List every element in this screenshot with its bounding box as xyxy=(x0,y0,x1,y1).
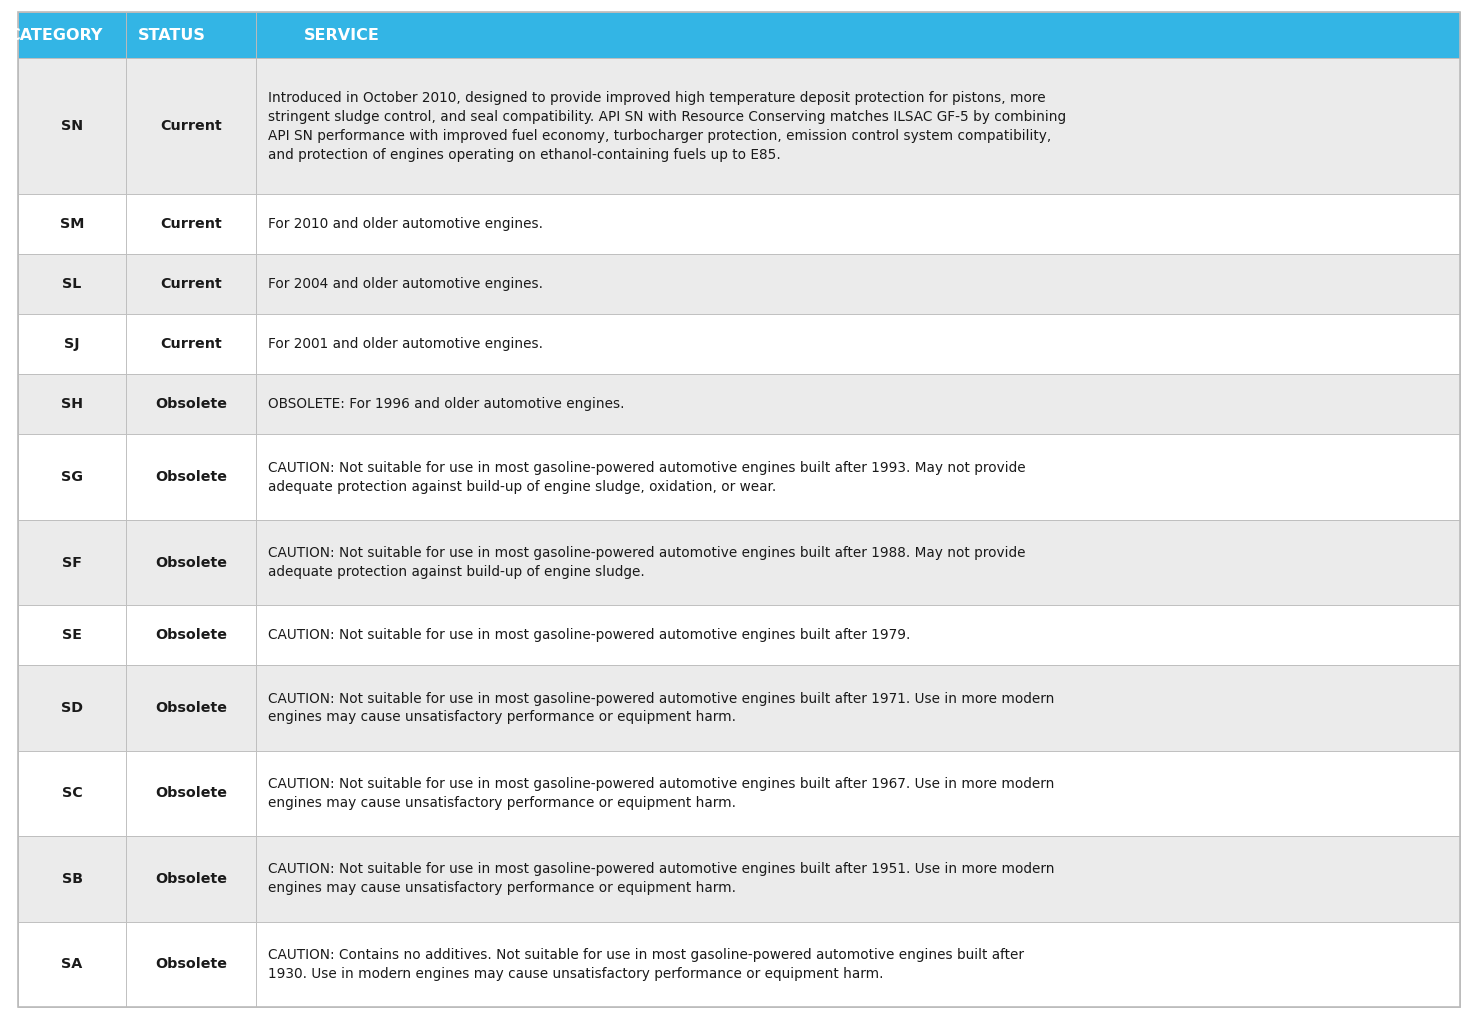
Bar xyxy=(256,58,1460,195)
Bar xyxy=(18,58,126,195)
Bar xyxy=(18,520,126,605)
Bar xyxy=(126,12,256,58)
Bar xyxy=(18,605,126,665)
Text: OBSOLETE: For 1996 and older automotive engines.: OBSOLETE: For 1996 and older automotive … xyxy=(268,397,624,412)
Text: SB: SB xyxy=(62,872,83,886)
Bar xyxy=(18,921,126,1007)
Text: Obsolete: Obsolete xyxy=(155,629,228,642)
Bar xyxy=(18,12,126,58)
Text: CAUTION: Contains no additives. Not suitable for use in most gasoline-powered au: CAUTION: Contains no additives. Not suit… xyxy=(268,948,1024,980)
Bar xyxy=(256,520,1460,605)
Text: Obsolete: Obsolete xyxy=(155,397,228,412)
Text: SE: SE xyxy=(62,629,81,642)
Text: CAUTION: Not suitable for use in most gasoline-powered automotive engines built : CAUTION: Not suitable for use in most ga… xyxy=(268,776,1054,810)
Bar xyxy=(256,314,1460,374)
Bar xyxy=(18,255,126,314)
Text: For 2001 and older automotive engines.: For 2001 and older automotive engines. xyxy=(268,337,542,352)
Text: SF: SF xyxy=(62,555,83,570)
Text: Obsolete: Obsolete xyxy=(155,555,228,570)
Text: SA: SA xyxy=(62,957,83,971)
Bar xyxy=(126,195,256,255)
Bar xyxy=(256,12,1460,58)
Text: Obsolete: Obsolete xyxy=(155,872,228,886)
Bar xyxy=(126,314,256,374)
Text: CATEGORY: CATEGORY xyxy=(9,28,103,43)
Bar xyxy=(18,374,126,434)
Bar xyxy=(18,665,126,751)
Bar xyxy=(126,665,256,751)
Bar xyxy=(256,255,1460,314)
Bar xyxy=(256,605,1460,665)
Text: SM: SM xyxy=(61,217,84,231)
Text: Obsolete: Obsolete xyxy=(155,957,228,971)
Bar xyxy=(256,434,1460,520)
Text: CAUTION: Not suitable for use in most gasoline-powered automotive engines built : CAUTION: Not suitable for use in most ga… xyxy=(268,629,910,642)
Bar xyxy=(256,751,1460,837)
Text: CAUTION: Not suitable for use in most gasoline-powered automotive engines built : CAUTION: Not suitable for use in most ga… xyxy=(268,862,1054,896)
Text: SD: SD xyxy=(61,701,83,715)
Bar xyxy=(126,921,256,1007)
Bar xyxy=(126,58,256,195)
Text: Introduced in October 2010, designed to provide improved high temperature deposi: Introduced in October 2010, designed to … xyxy=(268,91,1066,162)
Text: For 2010 and older automotive engines.: For 2010 and older automotive engines. xyxy=(268,217,542,231)
Bar xyxy=(126,434,256,520)
Text: Current: Current xyxy=(160,217,222,231)
Text: Current: Current xyxy=(160,277,222,291)
Bar xyxy=(256,195,1460,255)
Text: Obsolete: Obsolete xyxy=(155,470,228,484)
Bar xyxy=(256,921,1460,1007)
Text: CAUTION: Not suitable for use in most gasoline-powered automotive engines built : CAUTION: Not suitable for use in most ga… xyxy=(268,461,1026,493)
Text: Current: Current xyxy=(160,119,222,133)
Bar xyxy=(18,837,126,921)
Text: CAUTION: Not suitable for use in most gasoline-powered automotive engines built : CAUTION: Not suitable for use in most ga… xyxy=(268,546,1026,579)
Bar xyxy=(18,195,126,255)
Bar xyxy=(18,434,126,520)
Bar xyxy=(18,751,126,837)
Text: SC: SC xyxy=(62,787,83,800)
Bar xyxy=(18,314,126,374)
Text: Obsolete: Obsolete xyxy=(155,787,228,800)
Text: SG: SG xyxy=(61,470,83,484)
Text: SN: SN xyxy=(61,119,83,133)
Bar xyxy=(256,374,1460,434)
Bar xyxy=(126,751,256,837)
Bar xyxy=(126,605,256,665)
Text: Obsolete: Obsolete xyxy=(155,701,228,715)
Text: SJ: SJ xyxy=(64,337,80,352)
Text: SERVICE: SERVICE xyxy=(304,28,380,43)
Text: Current: Current xyxy=(160,337,222,352)
Text: For 2004 and older automotive engines.: For 2004 and older automotive engines. xyxy=(268,277,542,291)
Text: CAUTION: Not suitable for use in most gasoline-powered automotive engines built : CAUTION: Not suitable for use in most ga… xyxy=(268,692,1054,725)
Bar xyxy=(256,665,1460,751)
Bar xyxy=(126,837,256,921)
Bar xyxy=(256,837,1460,921)
Bar xyxy=(126,520,256,605)
Text: SL: SL xyxy=(62,277,81,291)
Text: STATUS: STATUS xyxy=(137,28,205,43)
Text: SH: SH xyxy=(61,397,83,412)
Bar xyxy=(126,255,256,314)
Bar xyxy=(126,374,256,434)
